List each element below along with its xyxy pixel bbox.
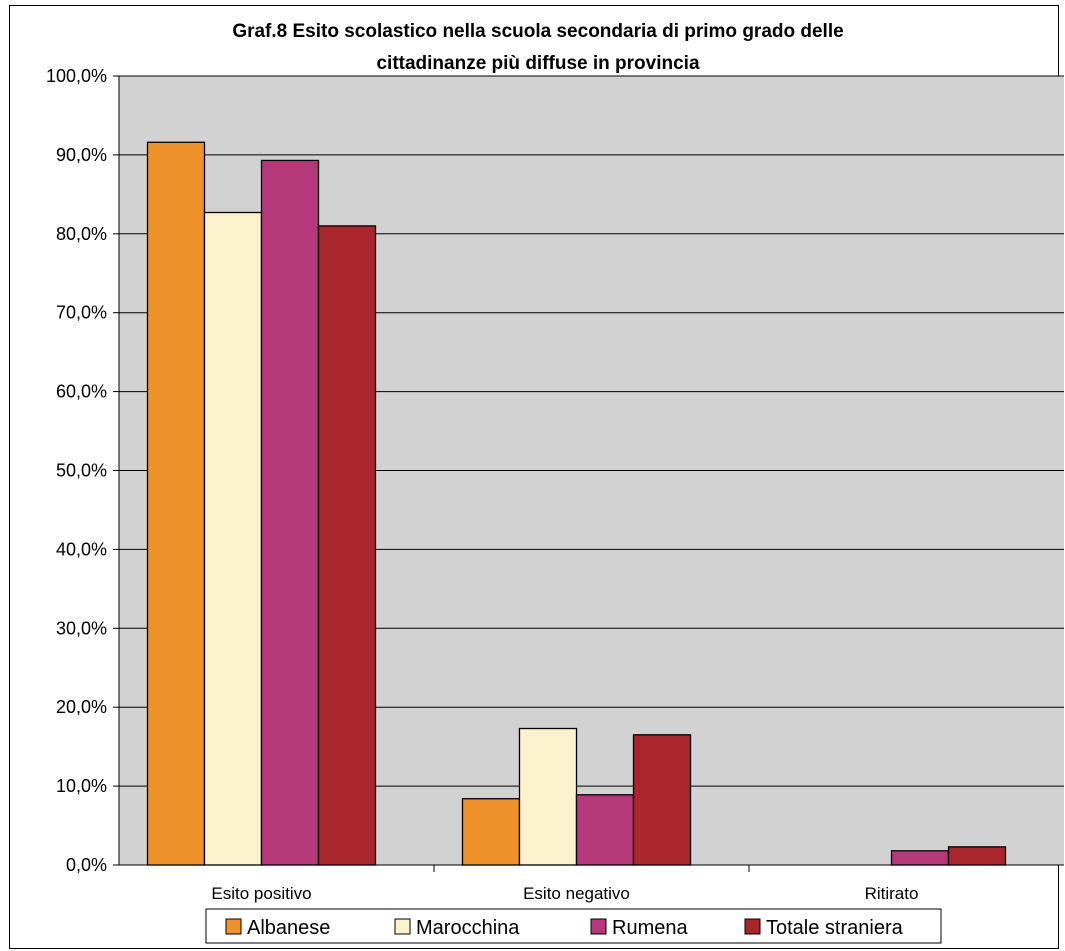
legend-label: Albanese — [247, 917, 330, 939]
y-tick-label: 50,0% — [56, 461, 107, 481]
y-tick-label: 100,0% — [46, 66, 107, 86]
bar — [575, 794, 635, 866]
y-tick-label: 80,0% — [56, 224, 107, 244]
bar — [317, 225, 377, 866]
legend-swatch — [590, 918, 607, 935]
legend-swatch — [744, 918, 761, 935]
y-tick-label: 20,0% — [56, 697, 107, 717]
bars — [146, 141, 1007, 866]
x-category-label: Esito negativo — [523, 884, 630, 903]
bar — [461, 798, 521, 866]
legend-label: Rumena — [612, 917, 688, 939]
axes: 0,0% 10,0% 20,0% 30,0% 40,0% 50,0% 60,0% 70,0% 8… — [46, 66, 1064, 903]
y-tick-label: 10,0% — [56, 776, 107, 796]
bar — [632, 734, 692, 866]
y-tick-label: 90,0% — [56, 145, 107, 165]
bar — [203, 211, 263, 866]
y-tick-label: 30,0% — [56, 618, 107, 638]
bar — [518, 727, 578, 866]
bar — [947, 846, 1007, 866]
chart-title-line-1: Graf.8 Esito scolastico nella scuola sec… — [232, 21, 843, 42]
legend: Albanese Marocchina Rumena Totale straniera — [205, 908, 942, 944]
y-tick-label: 70,0% — [56, 303, 107, 323]
chart-title-line-2: cittadinanze più diffuse in provincia — [376, 53, 699, 74]
x-category-label: Ritirato — [865, 884, 919, 903]
x-category-label: Esito positivo — [211, 884, 311, 903]
y-tick-label: 60,0% — [56, 382, 107, 402]
legend-box — [205, 908, 942, 944]
legend-label: Marocchina — [416, 917, 520, 939]
y-tick-label: 0,0% — [66, 855, 107, 875]
bar — [260, 159, 320, 866]
legend-label: Totale straniera — [766, 917, 904, 939]
bar — [146, 141, 206, 866]
legend-swatch — [394, 918, 411, 935]
bar — [890, 850, 950, 866]
legend-swatch — [225, 918, 242, 935]
y-tick-label: 40,0% — [56, 539, 107, 559]
